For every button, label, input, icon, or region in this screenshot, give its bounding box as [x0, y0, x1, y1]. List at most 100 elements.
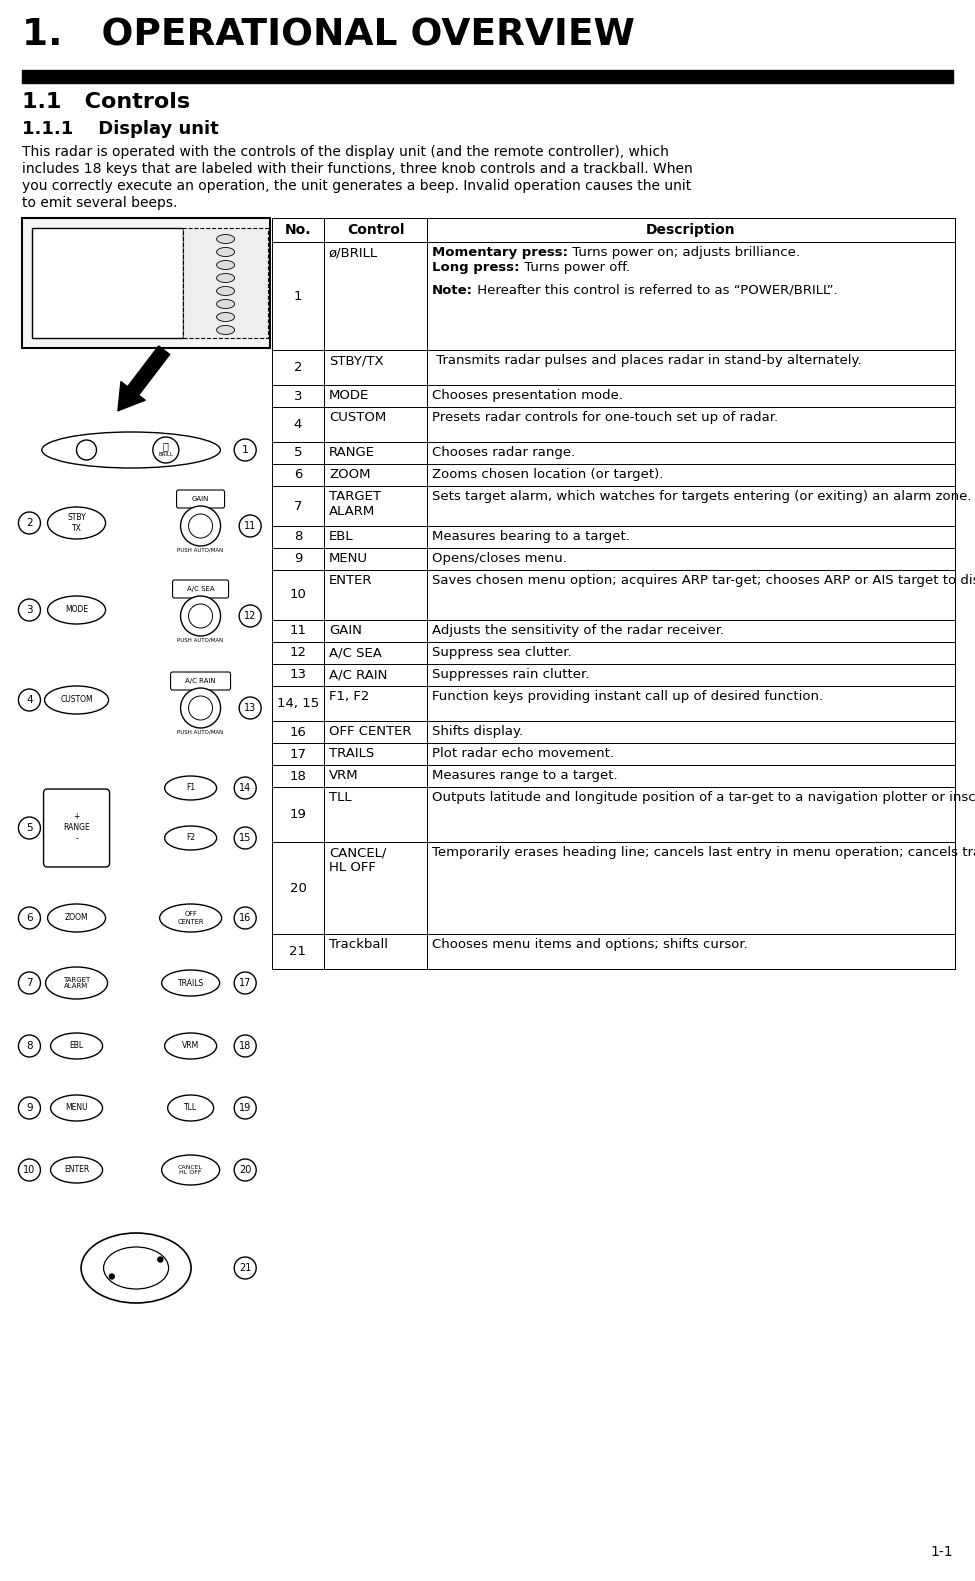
Text: you correctly execute an operation, the unit generates a beep. Invalid operation: you correctly execute an operation, the … — [22, 179, 691, 193]
Text: F1: F1 — [186, 784, 195, 792]
Text: Zooms chosen location (or target).: Zooms chosen location (or target). — [432, 468, 663, 481]
Text: PUSH AUTO/MAN: PUSH AUTO/MAN — [177, 639, 223, 643]
Circle shape — [239, 515, 261, 538]
Ellipse shape — [51, 1032, 102, 1059]
Text: Note:: Note: — [432, 283, 473, 297]
Text: 1: 1 — [293, 289, 302, 302]
Ellipse shape — [160, 904, 221, 933]
Text: Suppress sea clutter.: Suppress sea clutter. — [432, 647, 571, 659]
Text: 4: 4 — [293, 417, 302, 432]
Text: Long press:: Long press: — [432, 261, 520, 274]
Text: 1: 1 — [242, 444, 249, 455]
Text: 1.1   Controls: 1.1 Controls — [22, 92, 190, 112]
Circle shape — [19, 1036, 40, 1058]
Text: VRM: VRM — [182, 1042, 199, 1050]
Text: 17: 17 — [290, 748, 306, 760]
Ellipse shape — [216, 313, 235, 321]
Circle shape — [234, 1257, 256, 1279]
Text: 14: 14 — [239, 783, 252, 794]
Circle shape — [239, 606, 261, 628]
Text: 9: 9 — [26, 1104, 33, 1113]
Text: 11: 11 — [290, 624, 306, 637]
Text: 16: 16 — [290, 726, 306, 738]
Text: +
RANGE
-: + RANGE - — [63, 813, 90, 844]
Text: to emit several beeps.: to emit several beeps. — [22, 196, 177, 210]
Text: A/C RAIN: A/C RAIN — [185, 678, 215, 685]
Text: MODE: MODE — [329, 389, 370, 402]
Ellipse shape — [165, 1032, 216, 1059]
Text: Measures range to a target.: Measures range to a target. — [432, 768, 617, 783]
Ellipse shape — [103, 1247, 169, 1289]
Text: CANCEL
HL OFF: CANCEL HL OFF — [178, 1165, 203, 1175]
Circle shape — [19, 1159, 40, 1181]
Circle shape — [19, 907, 40, 930]
Ellipse shape — [48, 508, 105, 539]
Text: CUSTOM: CUSTOM — [329, 411, 386, 424]
Ellipse shape — [165, 825, 216, 851]
Text: No.: No. — [285, 223, 311, 237]
Ellipse shape — [168, 1096, 214, 1121]
Text: Momentary press:: Momentary press: — [432, 247, 568, 259]
Text: ø/BRILL: ø/BRILL — [329, 247, 378, 259]
Text: PUSH AUTO/MAN: PUSH AUTO/MAN — [177, 549, 223, 553]
FancyArrowPatch shape — [118, 346, 170, 411]
Circle shape — [234, 1159, 256, 1181]
Text: Shifts display.: Shifts display. — [432, 726, 524, 738]
Text: Saves chosen menu option; acquires ARP tar-get; chooses ARP or AIS target to dis: Saves chosen menu option; acquires ARP t… — [432, 574, 975, 587]
Text: TARGET
ALARM: TARGET ALARM — [329, 490, 381, 519]
Text: F2: F2 — [186, 833, 195, 843]
Text: ZOOM: ZOOM — [64, 914, 89, 922]
Text: BRILL: BRILL — [158, 452, 174, 457]
Text: 8: 8 — [26, 1040, 33, 1051]
Text: 19: 19 — [239, 1104, 252, 1113]
Text: 10: 10 — [290, 588, 306, 601]
Text: STBY/TX: STBY/TX — [329, 354, 383, 367]
Text: CANCEL/
HL OFF: CANCEL/ HL OFF — [329, 846, 386, 874]
Text: GAIN: GAIN — [192, 496, 210, 503]
Circle shape — [180, 688, 220, 727]
Text: 9: 9 — [293, 552, 302, 566]
Text: Control: Control — [347, 223, 405, 237]
Text: 12: 12 — [244, 610, 256, 621]
Text: MENU: MENU — [65, 1104, 88, 1113]
Ellipse shape — [216, 299, 235, 308]
Ellipse shape — [216, 274, 235, 283]
Text: 11: 11 — [244, 522, 256, 531]
Text: EBL: EBL — [329, 530, 354, 542]
Text: 4: 4 — [26, 696, 33, 705]
Ellipse shape — [81, 1233, 191, 1303]
Text: Hereafter this control is referred to as “POWER/BRILL”.: Hereafter this control is referred to as… — [473, 283, 838, 297]
Text: 13: 13 — [290, 669, 306, 681]
Circle shape — [19, 1097, 40, 1119]
Circle shape — [234, 827, 256, 849]
Text: Chooses presentation mode.: Chooses presentation mode. — [432, 389, 623, 402]
Text: 18: 18 — [290, 770, 306, 783]
Text: Chooses menu items and options; shifts cursor.: Chooses menu items and options; shifts c… — [432, 938, 748, 952]
FancyBboxPatch shape — [176, 490, 224, 508]
Text: A/C RAIN: A/C RAIN — [329, 669, 387, 681]
Text: Turns power on; adjusts brilliance.: Turns power on; adjusts brilliance. — [568, 247, 800, 259]
Ellipse shape — [51, 1096, 102, 1121]
Text: Chooses radar range.: Chooses radar range. — [432, 446, 575, 458]
Circle shape — [19, 817, 40, 840]
Ellipse shape — [48, 904, 105, 933]
Circle shape — [188, 514, 213, 538]
Text: 19: 19 — [290, 808, 306, 821]
Circle shape — [180, 596, 220, 636]
Text: F1, F2: F1, F2 — [329, 689, 370, 704]
Text: PUSH AUTO/MAN: PUSH AUTO/MAN — [177, 730, 223, 735]
Text: TRAILS: TRAILS — [329, 746, 374, 760]
Text: Description: Description — [646, 223, 736, 237]
Ellipse shape — [46, 968, 107, 999]
Circle shape — [180, 506, 220, 545]
Text: Turns power off.: Turns power off. — [520, 261, 630, 274]
Text: 17: 17 — [239, 979, 252, 988]
Text: 10: 10 — [23, 1165, 35, 1175]
Text: ⏻: ⏻ — [163, 441, 169, 451]
Text: Function keys providing instant call up of desired function.: Function keys providing instant call up … — [432, 689, 823, 704]
Text: Measures bearing to a target.: Measures bearing to a target. — [432, 530, 630, 542]
Text: Plot radar echo movement.: Plot radar echo movement. — [432, 746, 614, 760]
Text: Presets radar controls for one-touch set up of radar.: Presets radar controls for one-touch set… — [432, 411, 778, 424]
Circle shape — [234, 1097, 256, 1119]
Text: 16: 16 — [239, 912, 252, 923]
